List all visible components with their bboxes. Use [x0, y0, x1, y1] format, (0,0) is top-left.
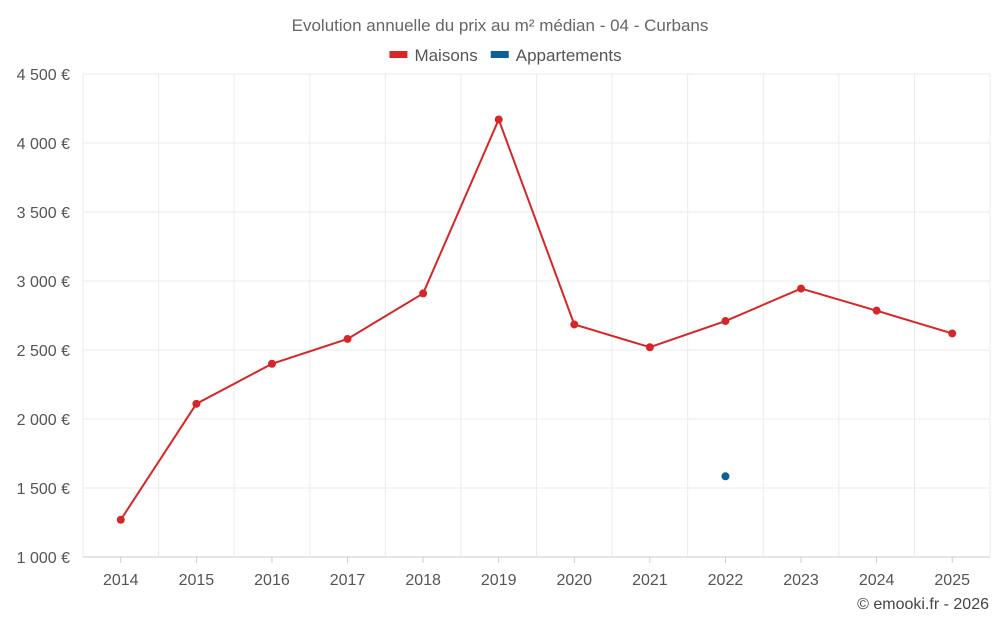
data-point-maisons[interactable] — [494, 115, 503, 124]
x-tick-label: 2018 — [405, 572, 441, 589]
data-point-maisons[interactable] — [192, 399, 201, 408]
x-tick-label: 2022 — [708, 572, 744, 589]
legend-label: Appartements — [516, 46, 622, 65]
y-tick-label: 4 000 € — [17, 136, 70, 153]
x-tick-label: 2015 — [179, 572, 215, 589]
chart-title: Evolution annuelle du prix au m² médian … — [292, 16, 709, 35]
legend-item-maisons[interactable]: Maisons — [389, 46, 478, 65]
data-point-maisons[interactable] — [419, 289, 428, 298]
x-tick-label: 2020 — [556, 572, 592, 589]
credit-text: © emooki.fr - 2026 — [857, 596, 989, 613]
legend-label: Maisons — [414, 46, 477, 65]
series-line-maisons — [119, 116, 953, 521]
x-axis: 2014 2015 2016 2017 2018 2019 2020 2021 2022 2023… — [103, 557, 970, 589]
data-point-maisons[interactable] — [645, 343, 654, 352]
y-tick-label: 4 500 € — [17, 67, 70, 84]
y-tick-label: 3 000 € — [17, 274, 70, 291]
data-point-maisons[interactable] — [116, 515, 125, 524]
x-tick-label: 2023 — [783, 572, 819, 589]
x-tick-label: 2021 — [632, 572, 668, 589]
data-point-maisons[interactable] — [797, 284, 806, 293]
series-layer — [116, 115, 957, 524]
y-tick-label: 2 000 € — [17, 412, 70, 429]
data-point-maisons[interactable] — [570, 320, 579, 329]
y-tick-label: 3 500 € — [17, 205, 70, 222]
data-point-maisons[interactable] — [721, 317, 730, 326]
x-tick-label: 2016 — [254, 572, 290, 589]
data-point-maisons[interactable] — [267, 359, 276, 368]
data-point-appartements[interactable] — [721, 472, 730, 481]
legend: Maisons Appartements — [389, 46, 622, 65]
y-tick-label: 1 000 € — [17, 550, 70, 567]
y-tick-label: 2 500 € — [17, 343, 70, 360]
legend-swatch — [490, 51, 509, 58]
data-point-maisons[interactable] — [343, 334, 352, 343]
legend-item-appartements[interactable]: Appartements — [490, 46, 622, 65]
data-point-maisons[interactable] — [872, 306, 881, 315]
series-appartements — [721, 472, 730, 481]
x-tick-label: 2025 — [934, 572, 970, 589]
series-maisons — [116, 115, 957, 524]
x-tick-label: 2024 — [859, 572, 895, 589]
grid-lines — [82, 73, 991, 558]
x-tick-label: 2014 — [103, 572, 139, 589]
y-tick-label: 1 500 € — [17, 481, 70, 498]
data-point-maisons[interactable] — [948, 329, 957, 338]
legend-swatch — [389, 51, 408, 58]
y-axis: 1 000 € 1 500 € 2 000 € 2 500 € 3 000 € 3 500… — [17, 67, 70, 567]
x-tick-label: 2017 — [330, 572, 366, 589]
x-tick-label: 2019 — [481, 572, 517, 589]
